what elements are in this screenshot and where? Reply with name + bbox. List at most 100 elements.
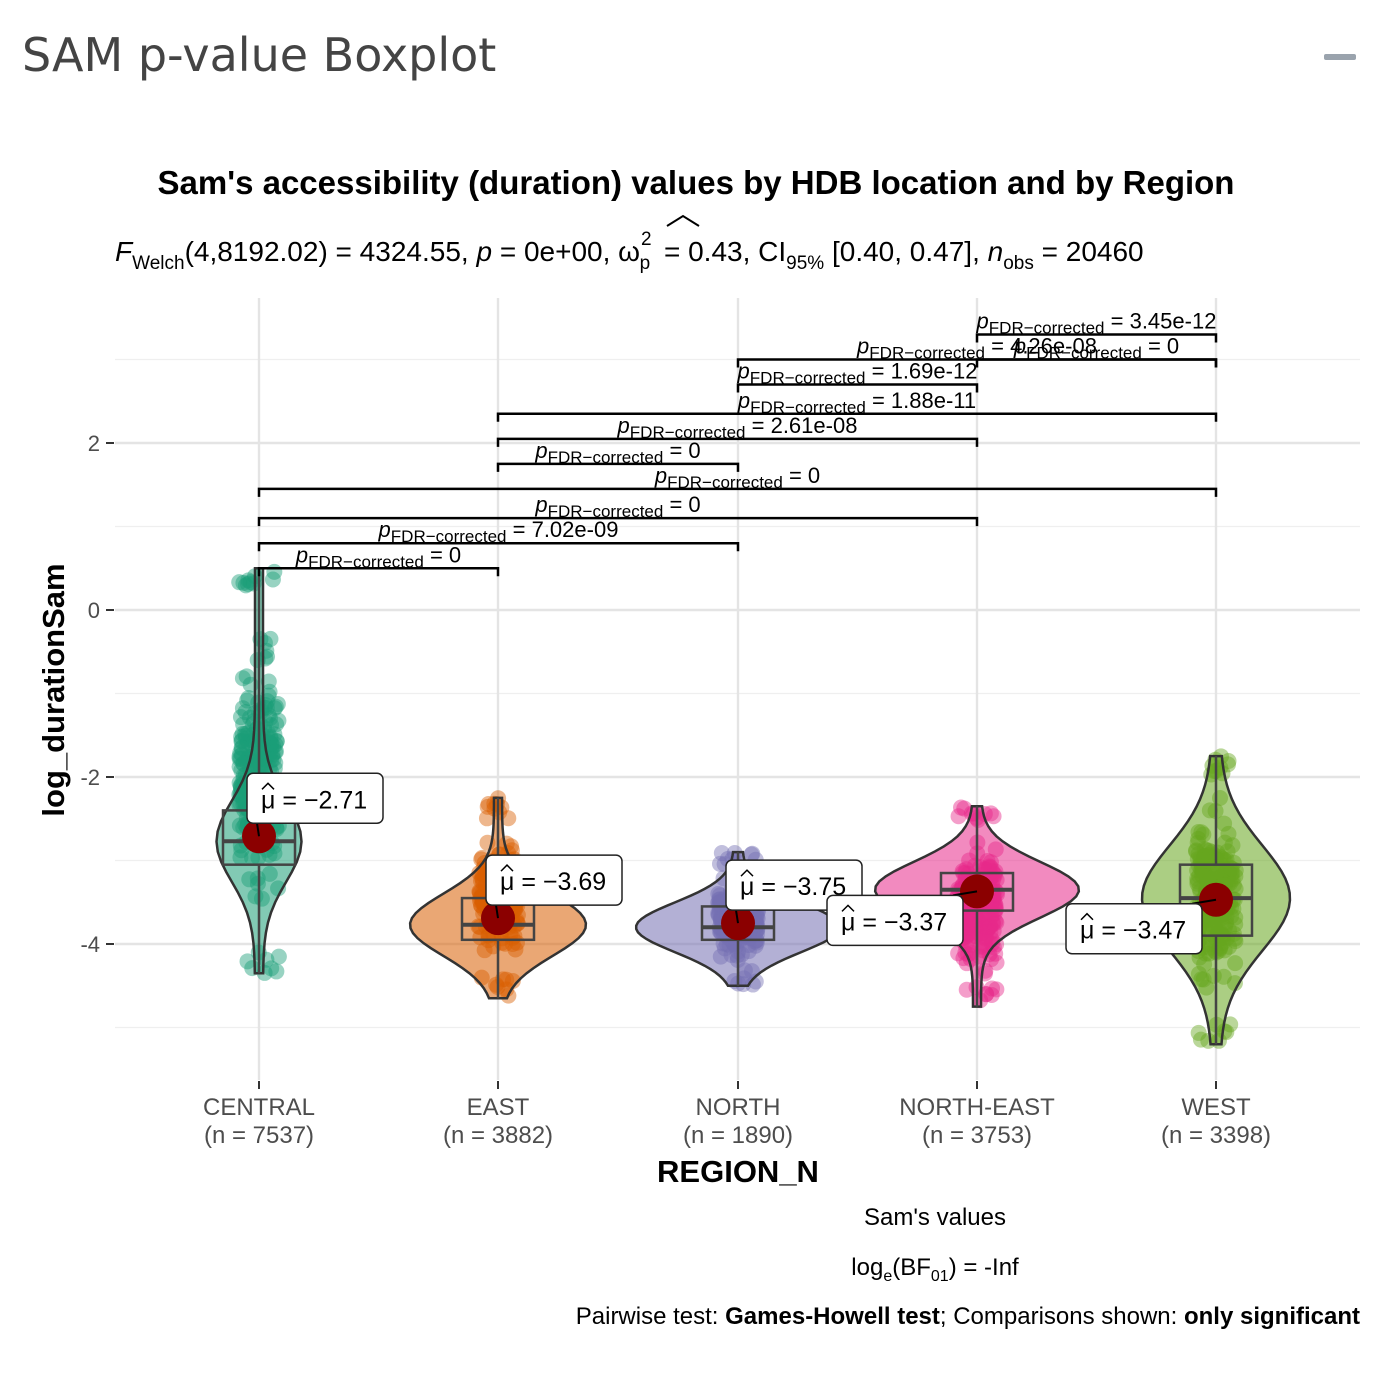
data-point: [1192, 1031, 1209, 1048]
bracket-line: [975, 358, 1218, 368]
data-point: [262, 710, 279, 727]
pairwise-bracket: pFDR−corrected = 0: [257, 542, 500, 577]
pairwise-bracket: pFDR−corrected = 1.69e-12: [736, 359, 979, 393]
mean-label-box: [826, 894, 964, 947]
x-tick-n-label: (n = 3753): [922, 1122, 1032, 1149]
data-point: [953, 799, 970, 816]
data-point: [239, 692, 256, 709]
data-point: [233, 733, 250, 750]
chart-subtitle: FWelch(4,8192.02) = 4324.55, p = 0e+00, …: [115, 229, 1144, 274]
ci-sub: 95%: [786, 253, 824, 274]
data-point: [985, 808, 1002, 825]
pairwise-label: pFDR−corrected = 4.26e-08: [856, 334, 1097, 363]
y-axis-title: log_durationSam: [36, 563, 71, 816]
pairwise-footer: Pairwise test: Games-Howell test; Compar…: [576, 1303, 1360, 1330]
data-point: [268, 743, 285, 760]
data-point: [237, 577, 254, 594]
bracket-line: [257, 541, 740, 552]
mean-label-leader: [495, 904, 499, 919]
effect-size-sub: p: [640, 253, 651, 274]
mean-label: μ = −3.47: [1080, 917, 1186, 945]
data-point: [266, 726, 283, 743]
effect-size-symbol: ω: [618, 236, 640, 267]
data-point: [1222, 1016, 1239, 1033]
data-point: [262, 630, 279, 647]
data-point: [238, 738, 255, 755]
data-point: [269, 695, 286, 712]
data-point: [231, 750, 248, 767]
bracket-line: [496, 462, 740, 472]
footer-part-1: Pairwise test:: [576, 1303, 725, 1330]
pairwise-label: pFDR−corrected = 1.69e-12: [737, 359, 978, 388]
x-tick-label: NORTH: [696, 1094, 781, 1121]
y-tick-label: 2: [88, 431, 100, 456]
data-point: [950, 808, 967, 825]
data-point: [232, 750, 249, 767]
data-point: [238, 730, 255, 747]
data-point: [233, 746, 250, 763]
effect-size-hat: [666, 214, 700, 227]
pairwise-bracket: pFDR−corrected = 7.02e-09: [257, 517, 740, 552]
x-tick-n-label: (n = 3882): [443, 1122, 553, 1149]
data-point: [500, 810, 517, 827]
data-point: [239, 953, 256, 970]
box: [1178, 863, 1254, 937]
pairwise-label: pFDR−corrected = 0: [534, 492, 700, 521]
group-east: μ = −3.69: [408, 790, 623, 1004]
data-point: [266, 700, 283, 717]
pairwise-bracket: pFDR−corrected = 0: [257, 492, 979, 527]
data-point: [480, 795, 497, 812]
pairwise-bracket: pFDR−corrected = 0: [257, 463, 1218, 497]
mean-label: μ = −3.69: [500, 868, 606, 896]
data-point: [235, 574, 252, 591]
data-point: [268, 716, 285, 733]
y-tick-label: 0: [88, 598, 100, 623]
mean-label-box: [485, 854, 623, 906]
mean-label-box: [1065, 902, 1203, 955]
stat-args: (4,8192.02) = 4324.55,: [185, 236, 477, 267]
data-point: [263, 717, 280, 734]
data-point: [231, 758, 248, 775]
x-tick-n-label: (n = 3398): [1161, 1122, 1271, 1149]
y-tick-label: -4: [80, 932, 100, 957]
pairwise-label: pFDR−corrected = 0: [295, 542, 461, 571]
data-point: [711, 855, 728, 872]
minus-icon[interactable]: [1322, 48, 1358, 70]
pairwise-label: pFDR−corrected = 2.61e-08: [617, 413, 858, 442]
n-text: = 20460: [1034, 236, 1144, 267]
mean-hat: [841, 904, 855, 912]
mean-label-box: [246, 772, 384, 825]
group-central: μ = −2.71: [215, 563, 384, 981]
x-tick-label: NORTH-EAST: [899, 1094, 1055, 1121]
data-point: [237, 704, 254, 721]
data-point: [1190, 1024, 1207, 1041]
data-point: [270, 948, 287, 965]
data-point: [267, 698, 284, 715]
data-point: [262, 729, 279, 746]
pairwise-label: pFDR−corrected = 7.02e-09: [378, 517, 619, 546]
pairwise-bracket: pFDR−corrected = 1.88e-11: [496, 388, 1218, 422]
bf-log-sub: e: [883, 1268, 892, 1285]
mean-hat: [740, 869, 754, 877]
data-point: [958, 981, 975, 998]
data-point: [234, 725, 251, 742]
bracket-line: [736, 383, 979, 393]
bracket-line: [257, 516, 979, 527]
data-point: [232, 709, 249, 726]
data-point: [264, 571, 281, 588]
bf-close: ) = -Inf: [949, 1254, 1019, 1281]
data-point: [744, 845, 761, 862]
x-tick-label: CENTRAL: [203, 1094, 315, 1121]
data-point: [265, 738, 282, 755]
effect-size-text: = 0.43, CI: [656, 236, 786, 267]
data-point: [233, 732, 250, 749]
n-label: n: [988, 236, 1004, 267]
p-label: p: [475, 236, 492, 267]
data-point: [479, 798, 496, 815]
bf-open: (BF: [892, 1254, 931, 1281]
data-point: [270, 712, 287, 729]
n-sub: obs: [1003, 253, 1034, 274]
data-point: [234, 670, 251, 687]
stat-sub: Welch: [132, 253, 184, 274]
